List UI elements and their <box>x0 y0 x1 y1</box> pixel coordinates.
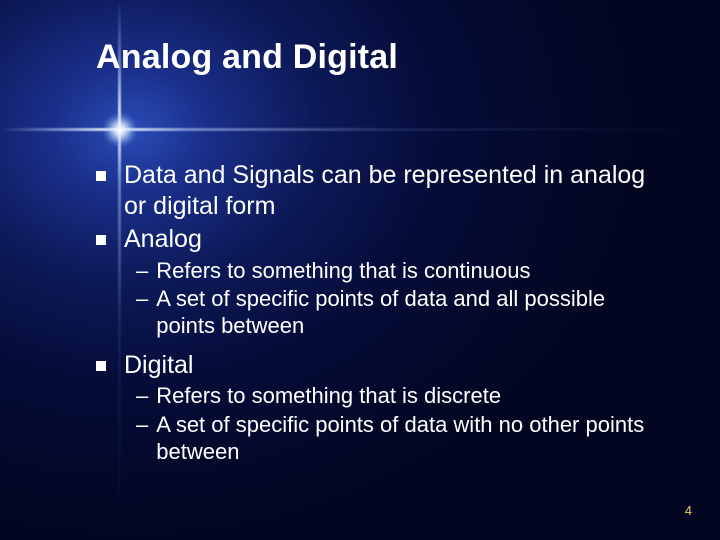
bullet-text: Refers to something that is continuous <box>156 258 656 285</box>
bullet-text: Refers to something that is discrete <box>156 383 656 410</box>
bullet-level2: – Refers to something that is continuous <box>136 258 656 285</box>
bullet-level2: – A set of specific points of data and a… <box>136 286 656 340</box>
slide: Analog and Digital Data and Signals can … <box>0 0 720 540</box>
square-bullet-icon <box>96 171 106 181</box>
square-bullet-icon <box>96 235 106 245</box>
slide-title: Analog and Digital <box>96 38 398 77</box>
bullet-text: Digital <box>124 350 656 381</box>
bullet-level1: Analog <box>96 224 656 255</box>
dash-bullet-icon: – <box>136 383 148 410</box>
bullet-level2: – A set of specific points of data with … <box>136 412 656 466</box>
dash-bullet-icon: – <box>136 258 148 285</box>
bullet-level1: Data and Signals can be represented in a… <box>96 160 656 221</box>
dash-bullet-icon: – <box>136 412 148 466</box>
lens-flare-core <box>103 113 137 147</box>
bullet-level1: Digital <box>96 350 656 381</box>
bullet-text: A set of specific points of data with no… <box>156 412 656 466</box>
page-number: 4 <box>685 503 692 518</box>
bullet-text: Data and Signals can be represented in a… <box>124 160 656 221</box>
dash-bullet-icon: – <box>136 286 148 340</box>
slide-body: Data and Signals can be represented in a… <box>96 160 656 468</box>
bullet-level2: – Refers to something that is discrete <box>136 383 656 410</box>
bullet-text: A set of specific points of data and all… <box>156 286 656 340</box>
bullet-text: Analog <box>124 224 656 255</box>
square-bullet-icon <box>96 361 106 371</box>
